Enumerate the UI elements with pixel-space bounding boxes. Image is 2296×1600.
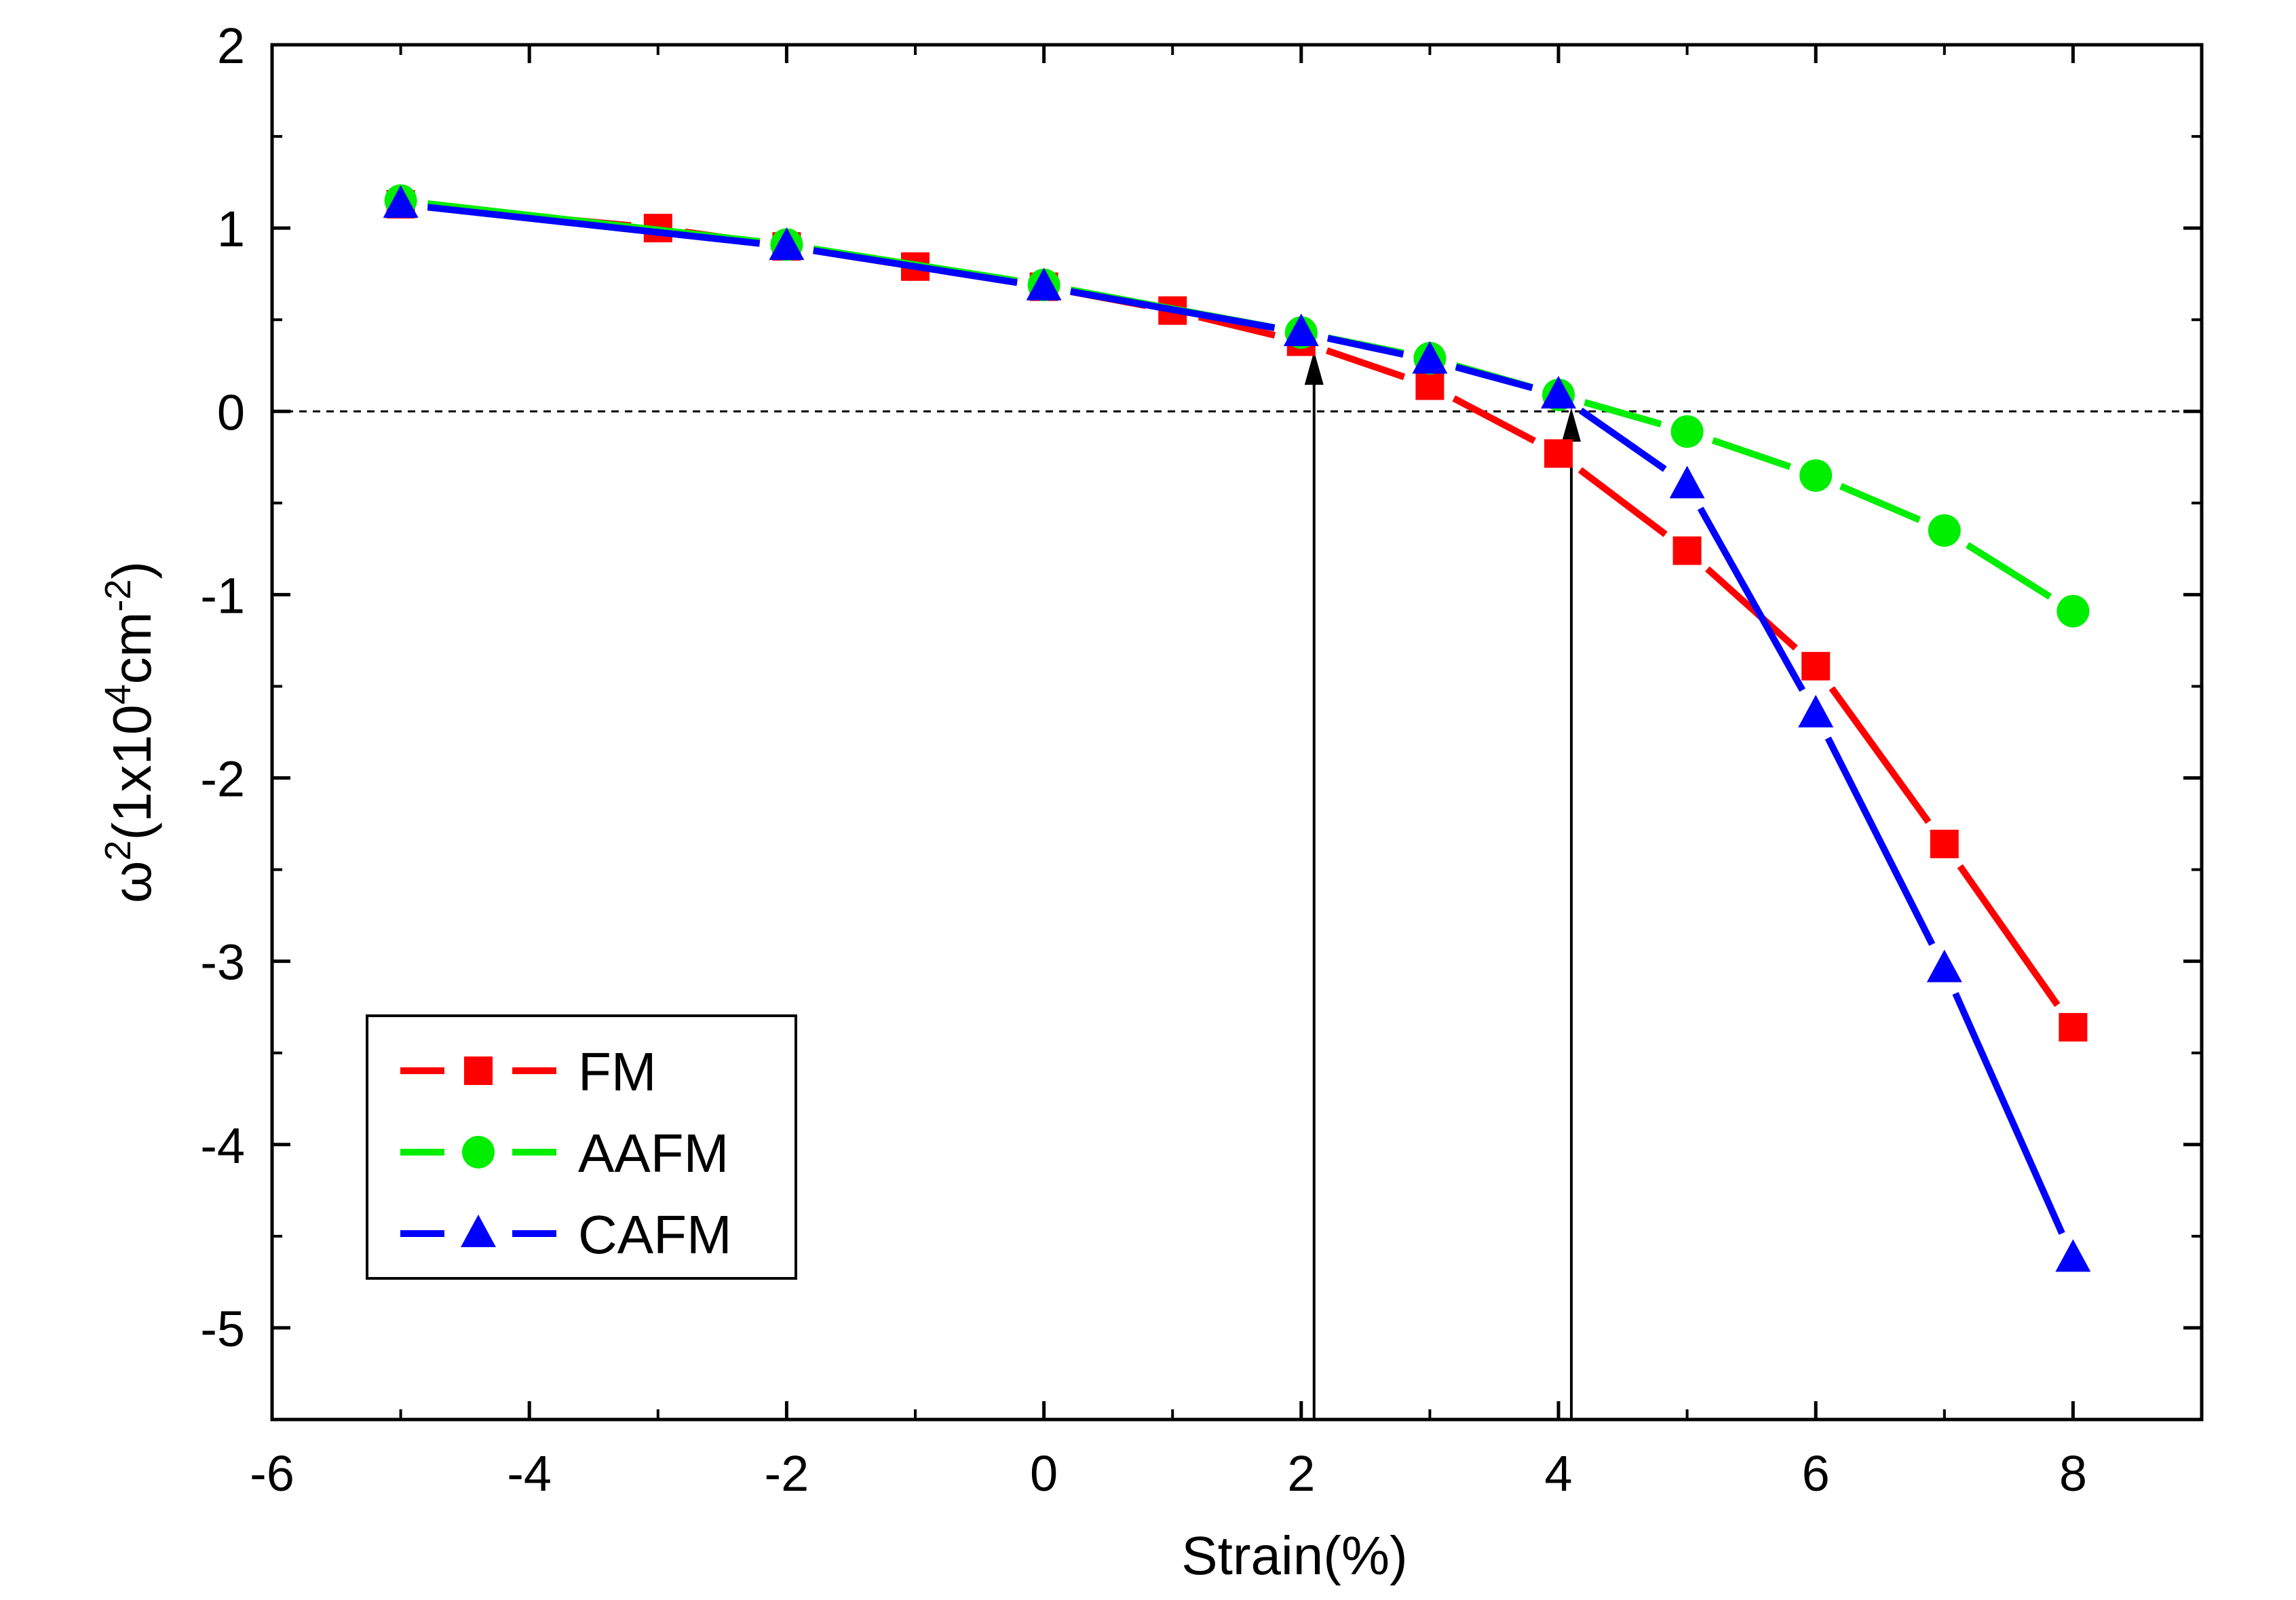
series-fm-segment [1829,686,1932,824]
x-tick-label: 6 [1802,1445,1830,1502]
series-aafm-segment [1966,541,2052,600]
series-cafm-segment [1578,407,1667,472]
x-tick-label: 4 [1544,1445,1572,1502]
series-aafm-segment [1839,482,1921,523]
legend-aafm: AAFM [400,1123,729,1183]
series-cafm-segment [1455,364,1533,392]
series-fm-point [2059,1012,2088,1042]
x-tick-label: 2 [1287,1445,1315,1502]
series-aafm-point [1928,514,1961,547]
arrow-head-1 [1304,351,1324,385]
y-axis-part-2: cm [102,612,162,685]
series-cafm [383,185,2091,1272]
x-tick-label: -6 [250,1445,294,1502]
y-tick-label: -5 [200,1301,245,1357]
series-fm-point [1930,829,1959,858]
y-tick-label: 2 [217,18,245,74]
series-cafm-segment [1070,288,1276,332]
series-fm-segment [1577,467,1668,537]
legend: FM AAFM CAFM [366,1014,797,1280]
series-fm-segment [1452,395,1536,444]
series-cafm-segment [1952,991,2065,1235]
series-fm-segment [1957,864,2061,1008]
arrow-head-2 [1561,407,1581,442]
series-fm-point [1544,439,1573,468]
y-axis-part-3: ) [102,561,162,579]
series-fm-point [1672,536,1702,565]
series-aafm-segment [1711,437,1791,470]
x-tick-label: -2 [764,1445,809,1502]
y-axis-sup-2: 4 [98,684,138,704]
series-cafm-point [1798,694,1834,727]
y-tick-label: -3 [200,934,245,991]
series-cafm-point [1541,375,1576,408]
legend-cafm-label: CAFM [578,1204,732,1265]
axis-ticks: -6 -4 -2 0 2 4 6 8 2 1 0 -1 -2 -3 -4 -5 [200,18,2202,1502]
y-axis-sup-3: -2 [98,579,138,612]
reference-layer [272,351,2202,1420]
series-aafm-segment [1584,399,1662,427]
series-cafm-segment [427,204,761,247]
legend-fm-marker [464,1056,493,1085]
y-axis-sup-1: 2 [98,840,138,860]
x-tick-label: -4 [507,1445,552,1502]
series-cafm-point [1669,465,1705,499]
series-fm-point [1415,371,1444,400]
y-tick-label: 1 [217,201,245,257]
y-axis-omega: ω [102,861,162,903]
legend-cafm-marker [461,1215,496,1247]
series-cafm-point [2055,1239,2091,1272]
x-tick-label: 8 [2059,1445,2087,1502]
series-aafm-point [1799,459,1833,492]
series-cafm-segment [813,247,1018,286]
legend-aafm-label: AAFM [578,1123,729,1183]
y-tick-label: 0 [217,384,245,440]
series-cafm-segment [1326,335,1404,358]
series-cafm-point [383,185,419,218]
series-cafm-point [1412,341,1448,374]
plot-frame [270,43,2204,1422]
series-cafm-segment [1697,506,1805,692]
legend-fm: FM [400,1042,657,1102]
legend-fm-label: FM [578,1042,657,1102]
series-cafm-point [1926,949,1962,983]
y-axis-part-1: (1x10 [102,704,162,840]
series-cafm-segment [1824,736,1936,947]
series-cafm-point [769,227,805,261]
y-axis-title: ω2(1x104cm-2) [98,561,162,903]
series-aafm-point [1670,415,1704,448]
y-tick-label: -2 [200,751,245,807]
y-tick-label: -4 [200,1118,245,1174]
series-cafm-point [1283,313,1319,347]
x-axis-title: Strain(%) [1181,1525,1407,1586]
legend-aafm-marker [462,1136,495,1168]
series-fm-point [1801,651,1831,681]
series-aafm-point [2056,594,2090,628]
series-fm-segment [1326,347,1406,381]
series-cafm-point [1026,267,1062,301]
y-tick-label: -1 [200,567,245,624]
series-layer [383,184,2091,1272]
legend-cafm: CAFM [400,1204,732,1265]
series-fm-segment [1705,566,1798,651]
x-tick-label: 0 [1030,1445,1058,1502]
